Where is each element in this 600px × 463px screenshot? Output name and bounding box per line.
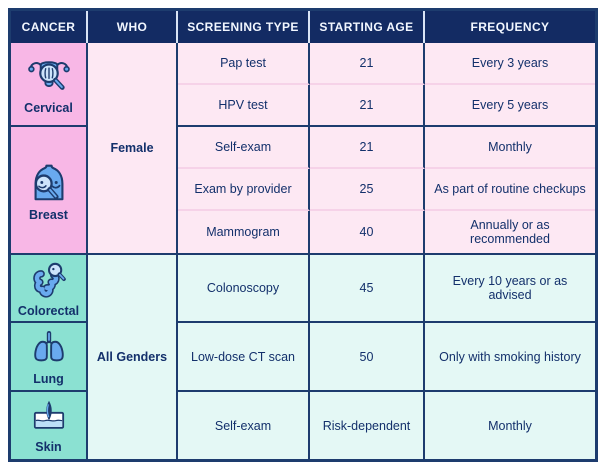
frequency-cell: Monthly bbox=[425, 127, 595, 169]
who-cell-all-genders: All Genders bbox=[88, 255, 178, 459]
screening-cell: Colonoscopy bbox=[178, 255, 310, 323]
cancer-cell-lung: Lung bbox=[11, 323, 88, 392]
age-cell: 45 bbox=[310, 255, 425, 323]
header-cell-frequency: FREQUENCY bbox=[425, 11, 595, 43]
cervical-uterus-magnifier-icon bbox=[27, 60, 70, 90]
frequency-cell: Annually or as recommended bbox=[425, 211, 595, 255]
cancer-label-lung: Lung bbox=[33, 372, 64, 386]
breast-magnifier-icon bbox=[34, 164, 63, 200]
age-cell: 25 bbox=[310, 169, 425, 211]
cancer-label-cervical: Cervical bbox=[24, 100, 73, 115]
cancer-label-breast: Breast bbox=[29, 207, 68, 222]
cancer-label-skin: Skin bbox=[35, 440, 62, 454]
age-cell: 21 bbox=[310, 85, 425, 127]
lungs-icon bbox=[33, 330, 64, 362]
age-cell: 21 bbox=[310, 43, 425, 85]
header-cell-who: WHO bbox=[88, 11, 178, 43]
age-cell: Risk-dependent bbox=[310, 392, 425, 459]
screening-cell: Low-dose CT scan bbox=[178, 323, 310, 392]
frequency-cell: Every 5 years bbox=[425, 85, 595, 127]
cancer-cell-cervical: Cervical bbox=[11, 43, 88, 127]
colon-magnifier-icon bbox=[32, 262, 66, 298]
screening-cell: Pap test bbox=[178, 43, 310, 85]
screening-cell: Self-exam bbox=[178, 392, 310, 459]
frequency-cell: Every 3 years bbox=[425, 43, 595, 85]
frequency-cell: Monthly bbox=[425, 392, 595, 459]
screening-cell: Exam by provider bbox=[178, 169, 310, 211]
header-cell-cancer: CANCER bbox=[11, 11, 88, 43]
cancer-label-colorectal: Colorectal bbox=[17, 303, 80, 318]
frequency-cell: Only with smoking history bbox=[425, 323, 595, 392]
header-cell-screening-type: SCREENING TYPE bbox=[178, 11, 310, 43]
age-cell: 40 bbox=[310, 211, 425, 255]
skin-hair-follicle-icon bbox=[33, 400, 64, 429]
age-cell: 50 bbox=[310, 323, 425, 392]
header-cell-starting-age: STARTING AGE bbox=[310, 11, 425, 43]
cancer-cell-colorectal: Colorectal bbox=[11, 255, 88, 323]
frequency-cell: Every 10 years or as advised bbox=[425, 255, 595, 323]
screening-cell: Self-exam bbox=[178, 127, 310, 169]
cancer-cell-skin: Skin bbox=[11, 392, 88, 459]
age-cell: 21 bbox=[310, 127, 425, 169]
cancer-screening-table: CANCER WHO SCREENING TYPE STARTING AGE F… bbox=[8, 8, 598, 462]
screening-cell: Mammogram bbox=[178, 211, 310, 255]
frequency-cell: As part of routine checkups bbox=[425, 169, 595, 211]
who-cell-female: Female bbox=[88, 43, 178, 255]
cancer-cell-breast: Breast bbox=[11, 127, 88, 255]
screening-cell: HPV test bbox=[178, 85, 310, 127]
